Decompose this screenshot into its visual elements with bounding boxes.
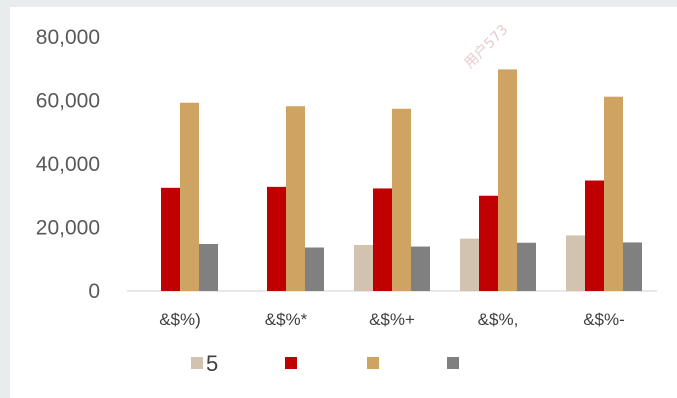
chart-area: 0 20,000 40,000 60,000 80,000 &$%) &$%* &$%+ &$… [10, 7, 677, 398]
legend-swatch [285, 357, 297, 369]
legend-swatch [191, 357, 203, 369]
category-label: &$%) [159, 310, 201, 329]
watermark-text: 用户573 [461, 21, 512, 72]
bar [623, 242, 642, 291]
bar [479, 195, 498, 291]
bar [305, 247, 324, 291]
y-tick-label: 0 [88, 280, 100, 303]
legend-swatch [447, 357, 459, 369]
bar [604, 96, 623, 291]
y-tick-label: 80,000 [36, 26, 100, 49]
bar [199, 244, 218, 291]
x-axis: &$%) &$%* &$%+ &$%, &$%- [159, 310, 625, 329]
bar [286, 106, 305, 291]
y-tick-label: 40,000 [36, 153, 100, 176]
bar [460, 238, 479, 291]
bar [373, 188, 392, 291]
bars [161, 69, 642, 291]
bar [354, 244, 373, 291]
category-label: &$%- [583, 310, 625, 329]
category-label: &$%, [478, 310, 519, 329]
bar [161, 187, 180, 291]
legend-swatch [367, 357, 379, 369]
category-label: &$%* [265, 310, 308, 329]
legend: 5 [191, 351, 459, 376]
category-label: &$%+ [369, 310, 415, 329]
y-tick-label: 60,000 [36, 90, 100, 113]
y-tick-label: 20,000 [36, 217, 100, 240]
bar [517, 242, 536, 291]
bar [411, 246, 430, 291]
y-axis: 0 20,000 40,000 60,000 80,000 [36, 26, 100, 303]
bar [392, 108, 411, 291]
bar [180, 102, 199, 291]
bar [498, 69, 517, 291]
legend-label: 5 [206, 351, 218, 376]
bar [566, 235, 585, 291]
bar [267, 186, 286, 291]
bar [585, 180, 604, 291]
